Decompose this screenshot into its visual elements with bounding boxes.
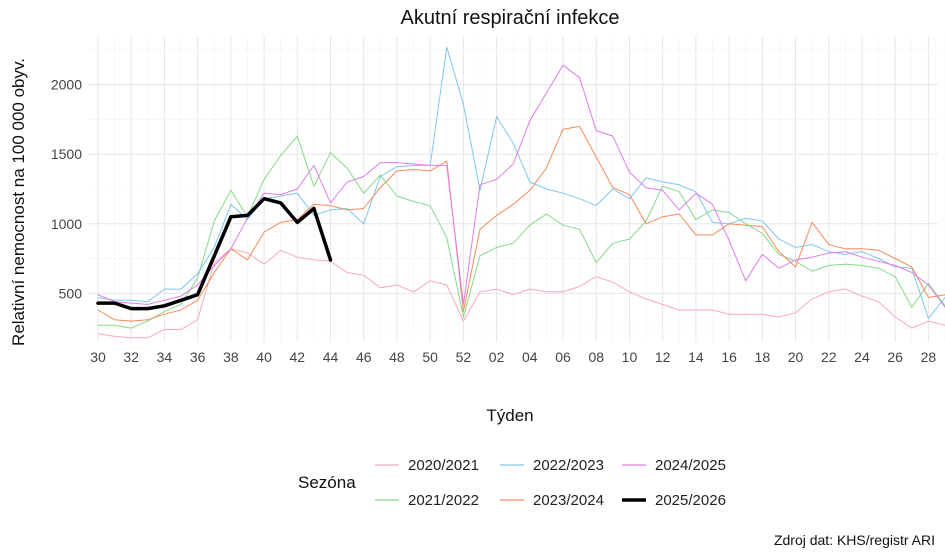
x-tick-label: 38 — [223, 349, 239, 365]
x-tick-label: 40 — [256, 349, 272, 365]
legend-title: Sezóna — [298, 473, 356, 492]
x-tick-label: 04 — [522, 349, 538, 365]
legend: 2020/2021 2021/2022 2022/2023 2023/2024 2024… — [375, 457, 726, 509]
x-tick-label: 02 — [489, 349, 505, 365]
source-caption: Zdroj dat: KHS/registr ARI — [774, 532, 935, 548]
x-tick-label: 50 — [422, 349, 438, 365]
x-tick-label: 22 — [821, 349, 837, 365]
y-tick-label: 1000 — [51, 216, 82, 232]
legend-label: 2022/2023 — [533, 457, 604, 474]
series-layer — [96, 46, 945, 339]
y-tick-label: 1500 — [51, 146, 82, 162]
x-tick-label: 26 — [887, 349, 903, 365]
x-tick-label: 20 — [788, 349, 804, 365]
x-tick-label: 28 — [921, 349, 937, 365]
x-tick-label: 24 — [854, 349, 870, 365]
gridlines — [88, 36, 945, 342]
legend-label: 2025/2026 — [655, 492, 726, 509]
x-tick-label: 34 — [157, 349, 173, 365]
legend-label: 2024/2025 — [655, 457, 726, 474]
x-tick-label: 44 — [323, 349, 339, 365]
x-tick-label: 32 — [123, 349, 139, 365]
x-tick-label: 12 — [655, 349, 671, 365]
x-tick-label: 42 — [290, 349, 306, 365]
x-tick-label: 46 — [356, 349, 372, 365]
series-line-2023-2024 — [97, 125, 945, 322]
chart-title: Akutní respirační infekce — [401, 7, 620, 29]
x-tick-label: 18 — [755, 349, 771, 365]
y-axis-title: Relativní nemocnost na 100 000 obyv. — [9, 58, 28, 346]
y-tick-label: 500 — [59, 285, 83, 301]
series-line-2025-2026 — [96, 196, 333, 311]
x-tick-label: 48 — [389, 349, 405, 365]
x-axis-title: Týden — [486, 406, 533, 425]
series-line-2024-2025 — [97, 64, 945, 308]
x-tick-label: 36 — [190, 349, 206, 365]
series-line-2021-2022 — [97, 135, 945, 329]
legend-label: 2020/2021 — [408, 457, 479, 474]
series-line-2020-2021 — [97, 248, 945, 339]
x-tick-label: 30 — [90, 349, 106, 365]
x-tick-label: 52 — [456, 349, 472, 365]
x-tick-label: 10 — [622, 349, 638, 365]
x-axis-ticks: 30 32 34 36 38 40 42 44 46 48 50 52 02 04 06 08 10 12 14 16… — [90, 349, 936, 365]
legend-label: 2023/2024 — [533, 492, 604, 509]
legend-label: 2021/2022 — [408, 492, 479, 509]
x-tick-label: 14 — [688, 349, 704, 365]
x-tick-label: 16 — [721, 349, 737, 365]
x-tick-label: 08 — [588, 349, 604, 365]
series-line-2022-2023 — [97, 46, 945, 319]
x-tick-label: 06 — [555, 349, 571, 365]
y-tick-label: 2000 — [51, 77, 82, 93]
y-axis-ticks: 500 1000 1500 2000 — [51, 77, 82, 302]
